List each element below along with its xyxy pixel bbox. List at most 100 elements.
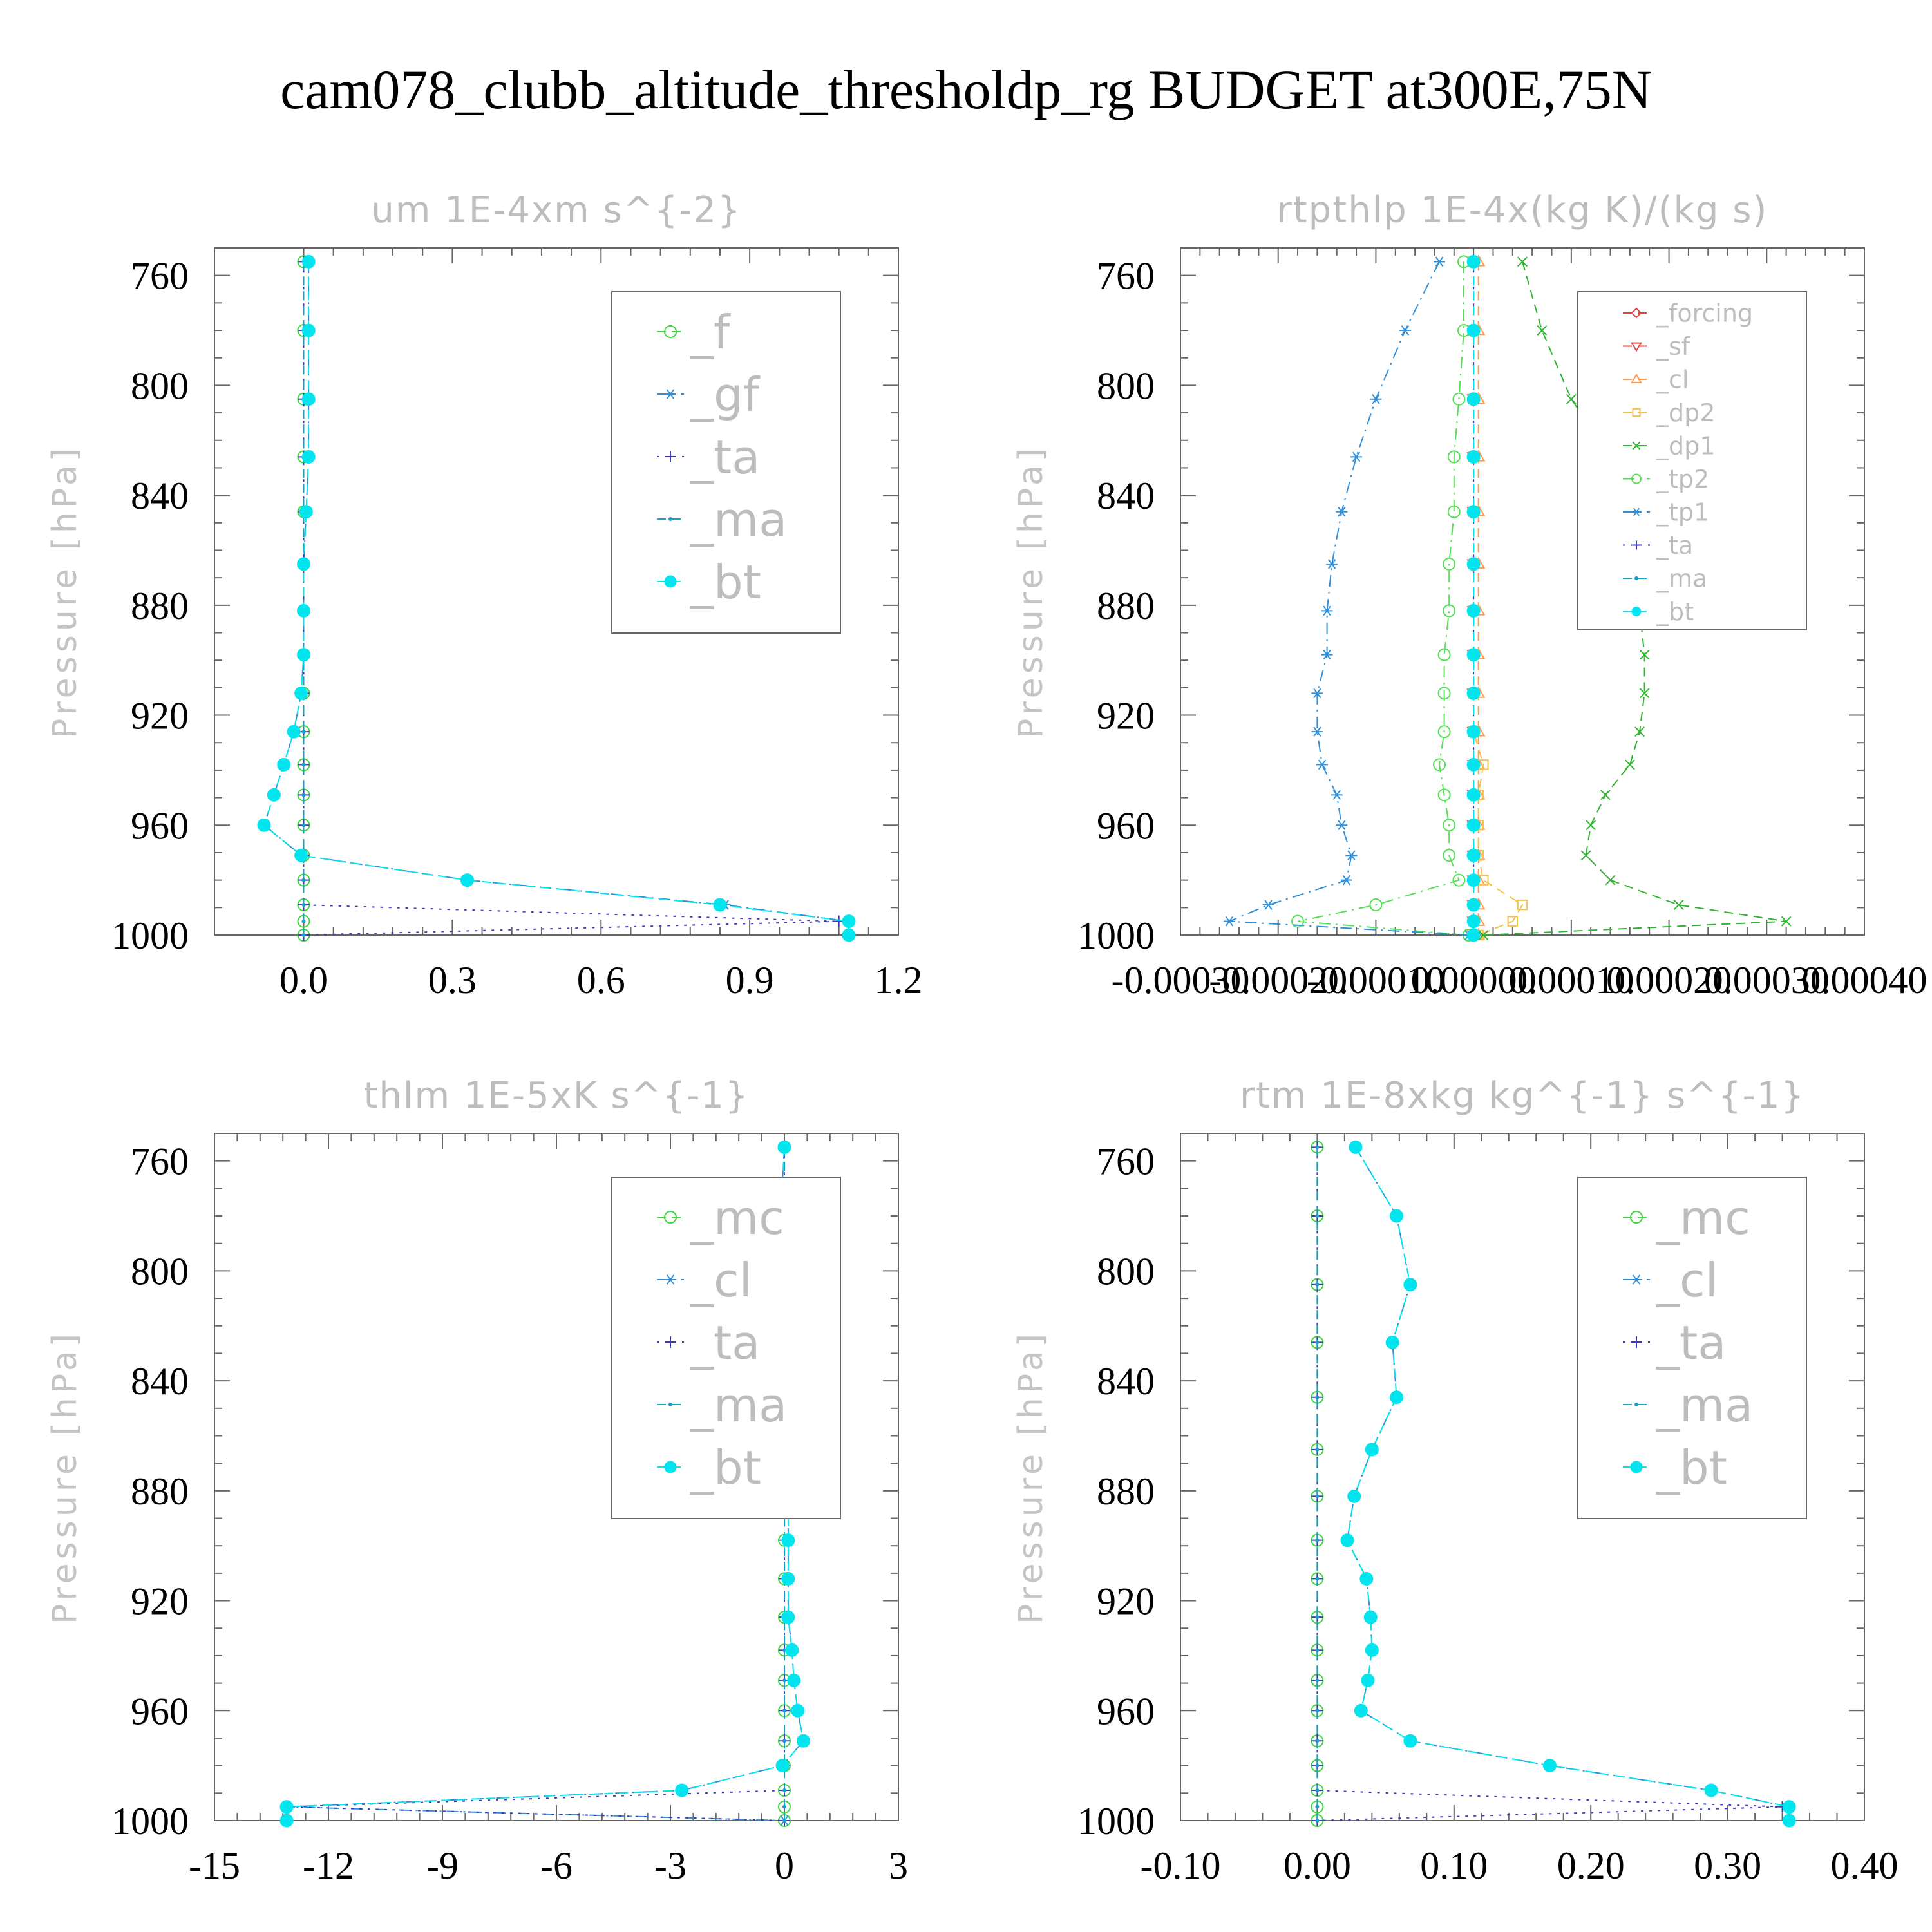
panel-title-rtm: rtm 1E-8xkg kg^{-1} s^{-1}	[1240, 1075, 1805, 1117]
legend-label-rtpthlp: _dp1	[1656, 432, 1715, 460]
legend-label-rtpthlp: _tp1	[1656, 498, 1709, 527]
legend-label-rtm: _cl	[1656, 1253, 1718, 1307]
data-point-thlm-bt	[675, 1783, 689, 1797]
legend-label-rtm: _mc	[1656, 1191, 1750, 1245]
x-tick-label-um: 0.6	[577, 959, 625, 1001]
data-point-rtpthlp-dp1	[1781, 916, 1792, 927]
series-line-rtpthlp-tp2	[1297, 261, 1469, 936]
x-tick-label-thlm: -6	[540, 1844, 573, 1887]
data-point-rtm-bt	[1782, 1814, 1796, 1828]
data-point-rtpthlp-tp2	[1369, 898, 1383, 912]
data-point-rtpthlp-dp1	[1673, 900, 1684, 910]
panel-thlm: thlm 1E-5xK s^{-1} Pressure [hPa] 760 800 84…	[46, 1075, 908, 1887]
legend-marker-rtpthlp	[1634, 576, 1638, 580]
data-point-rtpthlp-bt	[1466, 450, 1481, 464]
x-tick-label-rtm: 0.30	[1694, 1844, 1761, 1887]
data-point-rtm-ma	[1315, 1709, 1320, 1713]
legend-marker-thlm	[665, 1274, 676, 1285]
series-group-um	[257, 254, 856, 942]
x-tick-label-rtpthlp: 0.00040	[1802, 959, 1927, 1001]
data-point-rtm-bt	[1354, 1703, 1368, 1718]
data-point-thlm-bt	[781, 1610, 795, 1624]
legend-rtm: _mc _cl _ta _ma _bt	[1577, 1177, 1807, 1519]
data-point-rtpthlp-dp2	[1517, 899, 1528, 911]
data-point-rtm-bt	[1782, 1800, 1796, 1814]
data-point-rtpthlp-bt	[1466, 254, 1481, 269]
data-point-rtm-ma	[1315, 1282, 1320, 1287]
x-tick-label-rtm: 0.10	[1420, 1844, 1488, 1887]
legend-marker-um	[665, 389, 676, 399]
y-tick-label-rtpthlp: 920	[1097, 695, 1155, 737]
data-point-rtpthlp-dp1	[1639, 688, 1650, 699]
data-point-rtpthlp-tp1	[1326, 559, 1338, 569]
data-point-rtpthlp-tp1	[1340, 875, 1352, 886]
y-tick-label-rtm: 920	[1097, 1580, 1155, 1623]
y-tick-label-um: 960	[131, 804, 189, 847]
data-point-rtpthlp-dp1	[1580, 850, 1591, 861]
legend-label-thlm: _ta	[690, 1316, 760, 1370]
data-point-rtpthlp-dp1	[1605, 875, 1616, 886]
data-point-rtpthlp-tp2	[1452, 873, 1466, 887]
data-point-thlm-ma	[782, 1788, 786, 1793]
data-point-rtm-ma	[1315, 1145, 1320, 1150]
y-axis-label-rtpthlp: Pressure [hPa]	[1012, 444, 1050, 739]
data-point-um-bt	[301, 254, 316, 269]
data-point-rtpthlp-bt	[1466, 914, 1481, 929]
data-point-rtm-bt	[1403, 1278, 1417, 1292]
data-point-rtpthlp-dp1	[1517, 256, 1528, 267]
data-point-rtpthlp-tp2	[1437, 687, 1451, 700]
data-point-rtm-ma	[1315, 1788, 1320, 1793]
data-point-rtpthlp-tp2	[1443, 557, 1456, 571]
data-point-rtpthlp-dp2	[1507, 916, 1519, 927]
data-point-thlm-bt	[781, 1533, 795, 1548]
data-point-rtpthlp-bt	[1466, 873, 1481, 887]
legend-marker-rtm	[1634, 1403, 1638, 1406]
data-point-um-bt	[297, 603, 311, 618]
x-tick-label-thlm: 3	[889, 1844, 908, 1887]
x-tick-label-thlm: -3	[654, 1844, 687, 1887]
y-tick-label-rtm: 760	[1097, 1141, 1155, 1183]
legend-label-um: _ta	[690, 430, 760, 484]
legend-rtpthlp: _forcing _sf _cl _dp2 _dp1 _tp2 _tp1 _ta _ma _bt	[1577, 291, 1807, 630]
plot-frame-rtpthlp	[1180, 247, 1865, 936]
y-tick-label-rtm: 880	[1097, 1470, 1155, 1513]
legend-marker-thlm	[665, 1336, 676, 1348]
legend-label-rtpthlp: _ma	[1656, 565, 1707, 593]
data-point-rtm-ma	[1315, 1538, 1320, 1542]
legend-marker-rtpthlp	[1631, 342, 1642, 352]
y-axis-label-rtm: Pressure [hPa]	[1012, 1330, 1050, 1624]
data-point-rtm-ma	[1315, 1678, 1320, 1683]
legend-marker-rtpthlp	[1632, 540, 1641, 550]
legend-label-rtpthlp: _sf	[1656, 332, 1691, 361]
data-point-um-bt	[297, 557, 311, 571]
y-tick-label-thlm: 1000	[111, 1800, 189, 1842]
legend-label-um: _bt	[690, 555, 761, 609]
data-point-um-ma	[301, 793, 306, 797]
legend-marker-rtpthlp	[1632, 441, 1641, 450]
x-tick-label-um: 0.0	[279, 959, 328, 1001]
data-point-rtpthlp-dp1	[1478, 930, 1489, 940]
x-tick-label-rtpthlp: -0.00020	[1209, 959, 1347, 1001]
data-point-rtpthlp-bt	[1466, 898, 1481, 912]
data-point-um-bt	[842, 928, 856, 942]
data-point-rtpthlp-tp1	[1350, 451, 1363, 462]
data-point-thlm-ma	[782, 1804, 786, 1809]
data-point-rtm-ma	[1315, 1804, 1320, 1809]
y-tick-label-rtpthlp: 960	[1097, 804, 1155, 847]
data-point-rtpthlp-tp1	[1336, 820, 1348, 831]
x-tick-label-rtpthlp: 0.00010	[1508, 959, 1634, 1001]
data-point-rtpthlp-bt	[1466, 392, 1481, 406]
x-tick-label-um: 0.3	[428, 959, 477, 1001]
data-point-thlm-bt	[777, 1140, 791, 1154]
x-tick-label-rtpthlp: 0.00020	[1606, 959, 1732, 1001]
data-point-um-ma	[301, 933, 306, 937]
y-tick-label-rtpthlp: 800	[1097, 365, 1155, 407]
data-point-rtm-bt	[1347, 1489, 1361, 1503]
y-tick-label-rtpthlp: 1000	[1077, 914, 1155, 957]
data-point-rtm-ma	[1315, 1395, 1320, 1399]
data-point-rtpthlp-tp2	[1447, 450, 1461, 464]
series-line-um-bt	[263, 261, 849, 935]
data-point-um-bt	[713, 898, 727, 912]
data-point-thlm-bt	[279, 1814, 294, 1828]
